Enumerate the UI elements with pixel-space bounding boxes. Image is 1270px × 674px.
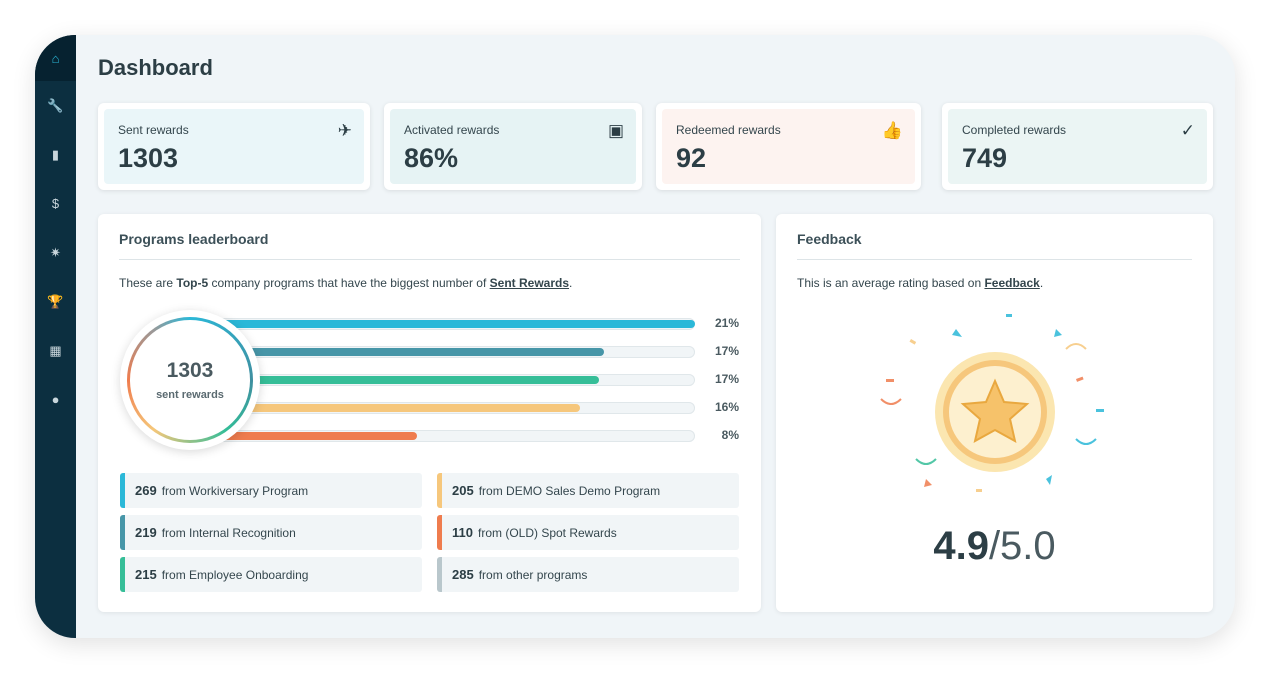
- leaderboard-description: These are Top-5 company programs that ha…: [119, 276, 573, 290]
- bar-percent: 21%: [714, 316, 739, 330]
- legend-text: from other programs: [478, 567, 588, 582]
- bar-fill: [215, 376, 599, 384]
- bar-percent: 17%: [714, 372, 739, 386]
- legend-count: 269: [135, 483, 157, 498]
- leaderboard-bar: [215, 346, 695, 358]
- legend-count: 215: [135, 567, 157, 582]
- stat-card-completed-rewards: Completed rewards 749 ✓: [942, 103, 1213, 190]
- sidebar-item-dollar[interactable]: $: [35, 179, 76, 228]
- user-icon: ●: [51, 392, 60, 407]
- stat-label: Redeemed rewards: [676, 123, 781, 137]
- bar-percent: 17%: [714, 344, 739, 358]
- home-icon: ⌂: [51, 50, 60, 66]
- legend-text: from Workiversary Program: [161, 483, 309, 498]
- average-rating: 4.9/5.0: [933, 524, 1056, 568]
- feedback-panel: Feedback This is an average rating based…: [776, 214, 1213, 612]
- grid-icon: ▦: [49, 342, 62, 358]
- legend-text: from Employee Onboarding: [161, 567, 309, 582]
- feedback-link[interactable]: Feedback: [984, 276, 1040, 290]
- paper-plane-icon: ✈: [337, 121, 352, 140]
- sidebar: ⌂ 🔧 ▮ $ ✷ 🏆 ▦ ●: [35, 35, 76, 638]
- bar-fill: [215, 348, 604, 356]
- bar-fill: [215, 432, 417, 440]
- legend-item: 205 from DEMO Sales Demo Program: [437, 473, 739, 508]
- stat-card-sent-rewards: Sent rewards 1303 ✈: [98, 103, 370, 190]
- legend-text: from DEMO Sales Demo Program: [478, 483, 661, 498]
- sidebar-item-party[interactable]: ✷: [35, 228, 76, 277]
- star-badge-icon: [880, 314, 1104, 492]
- legend-text: from (OLD) Spot Rewards: [477, 525, 617, 540]
- party-icon: ✷: [50, 244, 61, 260]
- bar-percent: 8%: [721, 428, 739, 442]
- thumbs-up-icon: 👍: [881, 121, 903, 140]
- legend-item: 219 from Internal Recognition: [120, 515, 422, 550]
- sidebar-item-wrench[interactable]: 🔧: [35, 81, 76, 130]
- check-circle-icon: ✓: [1180, 121, 1195, 140]
- leaderboard-bar: [215, 374, 695, 386]
- legend-text: from Internal Recognition: [161, 525, 296, 540]
- sidebar-item-trophy[interactable]: 🏆: [35, 277, 76, 326]
- stat-label: Sent rewards: [118, 123, 189, 137]
- legend-count: 219: [135, 525, 157, 540]
- stat-label: Completed rewards: [962, 123, 1067, 137]
- total-label: sent rewards: [156, 389, 224, 401]
- bar-percent: 16%: [714, 400, 739, 414]
- app-window: ⌂ 🔧 ▮ $ ✷ 🏆 ▦ ● Dashboard Sent rewards 1303 ✈ Acti…: [35, 35, 1235, 638]
- programs-leaderboard-panel: Programs leaderboard These are Top-5 com…: [98, 214, 761, 612]
- leaderboard-bar: [215, 430, 695, 442]
- legend-count: 285: [452, 567, 474, 582]
- stat-value: 749: [962, 143, 1008, 173]
- bar-fill: [215, 404, 580, 412]
- sent-rewards-link[interactable]: Sent Rewards: [489, 276, 570, 290]
- stat-value: 1303: [118, 143, 179, 173]
- bar-fill: [215, 320, 695, 328]
- screen-icon: ▣: [607, 121, 624, 140]
- panel-title: Programs leaderboard: [119, 231, 740, 260]
- stat-value: 92: [676, 143, 707, 173]
- wrench-icon: 🔧: [47, 97, 64, 113]
- total-count: 1303: [166, 359, 214, 382]
- stat-label: Activated rewards: [404, 123, 500, 137]
- feedback-description: This is an average rating based on Feedb…: [797, 276, 1044, 290]
- stat-card-redeemed-rewards: Redeemed rewards 92 👍: [656, 103, 921, 190]
- dollar-icon: $: [51, 196, 60, 211]
- sidebar-item-grid[interactable]: ▦: [35, 326, 76, 375]
- legend-item: 110 from (OLD) Spot Rewards: [437, 515, 739, 550]
- page-title: Dashboard: [98, 55, 213, 80]
- legend-item: 285 from other programs: [437, 557, 739, 592]
- sidebar-item-bar-chart[interactable]: ▮: [35, 130, 76, 179]
- legend-item: 215 from Employee Onboarding: [120, 557, 422, 592]
- leaderboard-bar: [215, 402, 695, 414]
- trophy-icon: 🏆: [47, 293, 64, 309]
- panel-title: Feedback: [797, 231, 1192, 260]
- sidebar-item-home[interactable]: ⌂: [35, 35, 76, 81]
- stat-card-activated-rewards: Activated rewards 86% ▣: [384, 103, 642, 190]
- sidebar-item-user[interactable]: ●: [35, 375, 76, 424]
- bar-chart-icon: ▮: [51, 146, 60, 162]
- legend-count: 205: [452, 483, 474, 498]
- total-circle: 1303 sent rewards: [120, 310, 260, 450]
- legend-count: 110: [452, 525, 473, 540]
- legend-item: 269 from Workiversary Program: [120, 473, 422, 508]
- stat-value: 86%: [404, 143, 459, 173]
- leaderboard-bar: [215, 318, 695, 330]
